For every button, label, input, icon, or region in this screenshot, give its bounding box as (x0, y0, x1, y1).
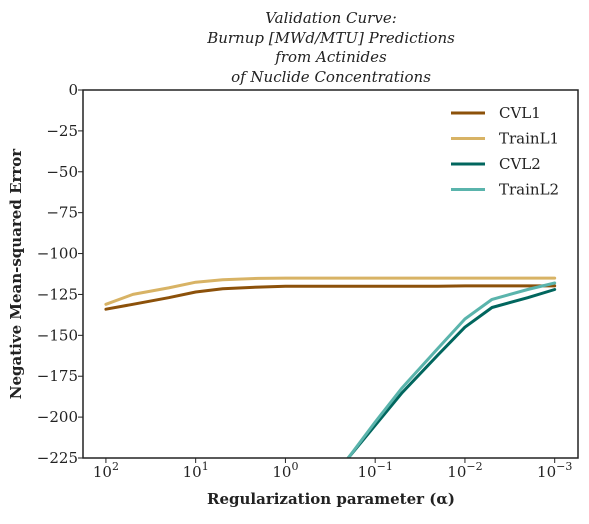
x-tick-label-base: 10 (537, 463, 556, 481)
x-tick-label-base: 10 (272, 463, 291, 481)
x-tick-label: 100 (272, 460, 298, 481)
y-tick-label: −225 (37, 449, 78, 467)
chart-title-line-3: from Actinides (274, 48, 387, 66)
y-tick-label: −175 (37, 367, 78, 385)
x-tick-label: 10−3 (537, 460, 572, 481)
x-tick-label: 102 (93, 460, 119, 481)
x-tick-label-base: 10 (358, 463, 377, 481)
plot-frame (82, 89, 579, 459)
y-tick-label: −75 (46, 204, 78, 222)
x-tick-label-exponent: −2 (466, 460, 482, 473)
y-axis-ticks: 0 −25 −50 −75 −100 −125 −150 −175 −200 −225 (37, 81, 83, 467)
series-line-cvl1 (104, 284, 557, 311)
y-tick-label: −150 (37, 326, 78, 344)
series-line-cvl2 (346, 288, 557, 458)
series-line-trainl1 (104, 276, 557, 306)
legend-label-trainl1: TrainL1 (499, 130, 559, 148)
y-tick-label: 0 (68, 81, 78, 99)
x-tick-label: 10−1 (358, 460, 393, 481)
x-tick-label-exponent: 2 (112, 460, 119, 473)
x-tick-label-base: 10 (447, 463, 466, 481)
x-tick-label-exponent: −1 (377, 460, 393, 473)
y-tick-label: −50 (46, 163, 78, 181)
series-line-trainl2 (346, 281, 557, 458)
x-tick-label-base: 10 (93, 463, 112, 481)
y-tick-label: −25 (46, 122, 78, 140)
series-layer (104, 276, 557, 458)
x-tick-label: 101 (183, 460, 209, 481)
x-tick-label: 10−2 (447, 460, 482, 481)
chart-title-line-2: Burnup [MWd/MTU] Predictions (206, 29, 455, 47)
y-axis-label: Negative Mean-squared Error (7, 148, 25, 400)
chart-title: Validation Curve: Burnup [MWd/MTU] Predi… (206, 9, 455, 86)
y-tick-label: −125 (37, 285, 78, 303)
legend: CVL1 TrainL1 CVL2 TrainL2 (451, 104, 559, 199)
chart-title-line-1: Validation Curve: (265, 9, 397, 27)
x-tick-label-base: 10 (183, 463, 202, 481)
x-axis-ticks: 102 101 100 10−1 10−2 10−3 (93, 458, 572, 481)
x-tick-label-exponent: 0 (291, 460, 298, 473)
x-tick-label-exponent: −3 (556, 460, 572, 473)
x-axis-label: Regularization parameter (α) (207, 490, 455, 508)
chart-title-line-4: of Nuclide Concentrations (231, 68, 431, 86)
legend-label-trainl2: TrainL2 (499, 181, 559, 199)
y-tick-label: −200 (37, 408, 78, 426)
y-tick-label: −100 (37, 245, 78, 263)
x-tick-label-exponent: 1 (202, 460, 209, 473)
legend-label-cvl2: CVL2 (499, 155, 541, 173)
legend-label-cvl1: CVL1 (499, 104, 541, 122)
